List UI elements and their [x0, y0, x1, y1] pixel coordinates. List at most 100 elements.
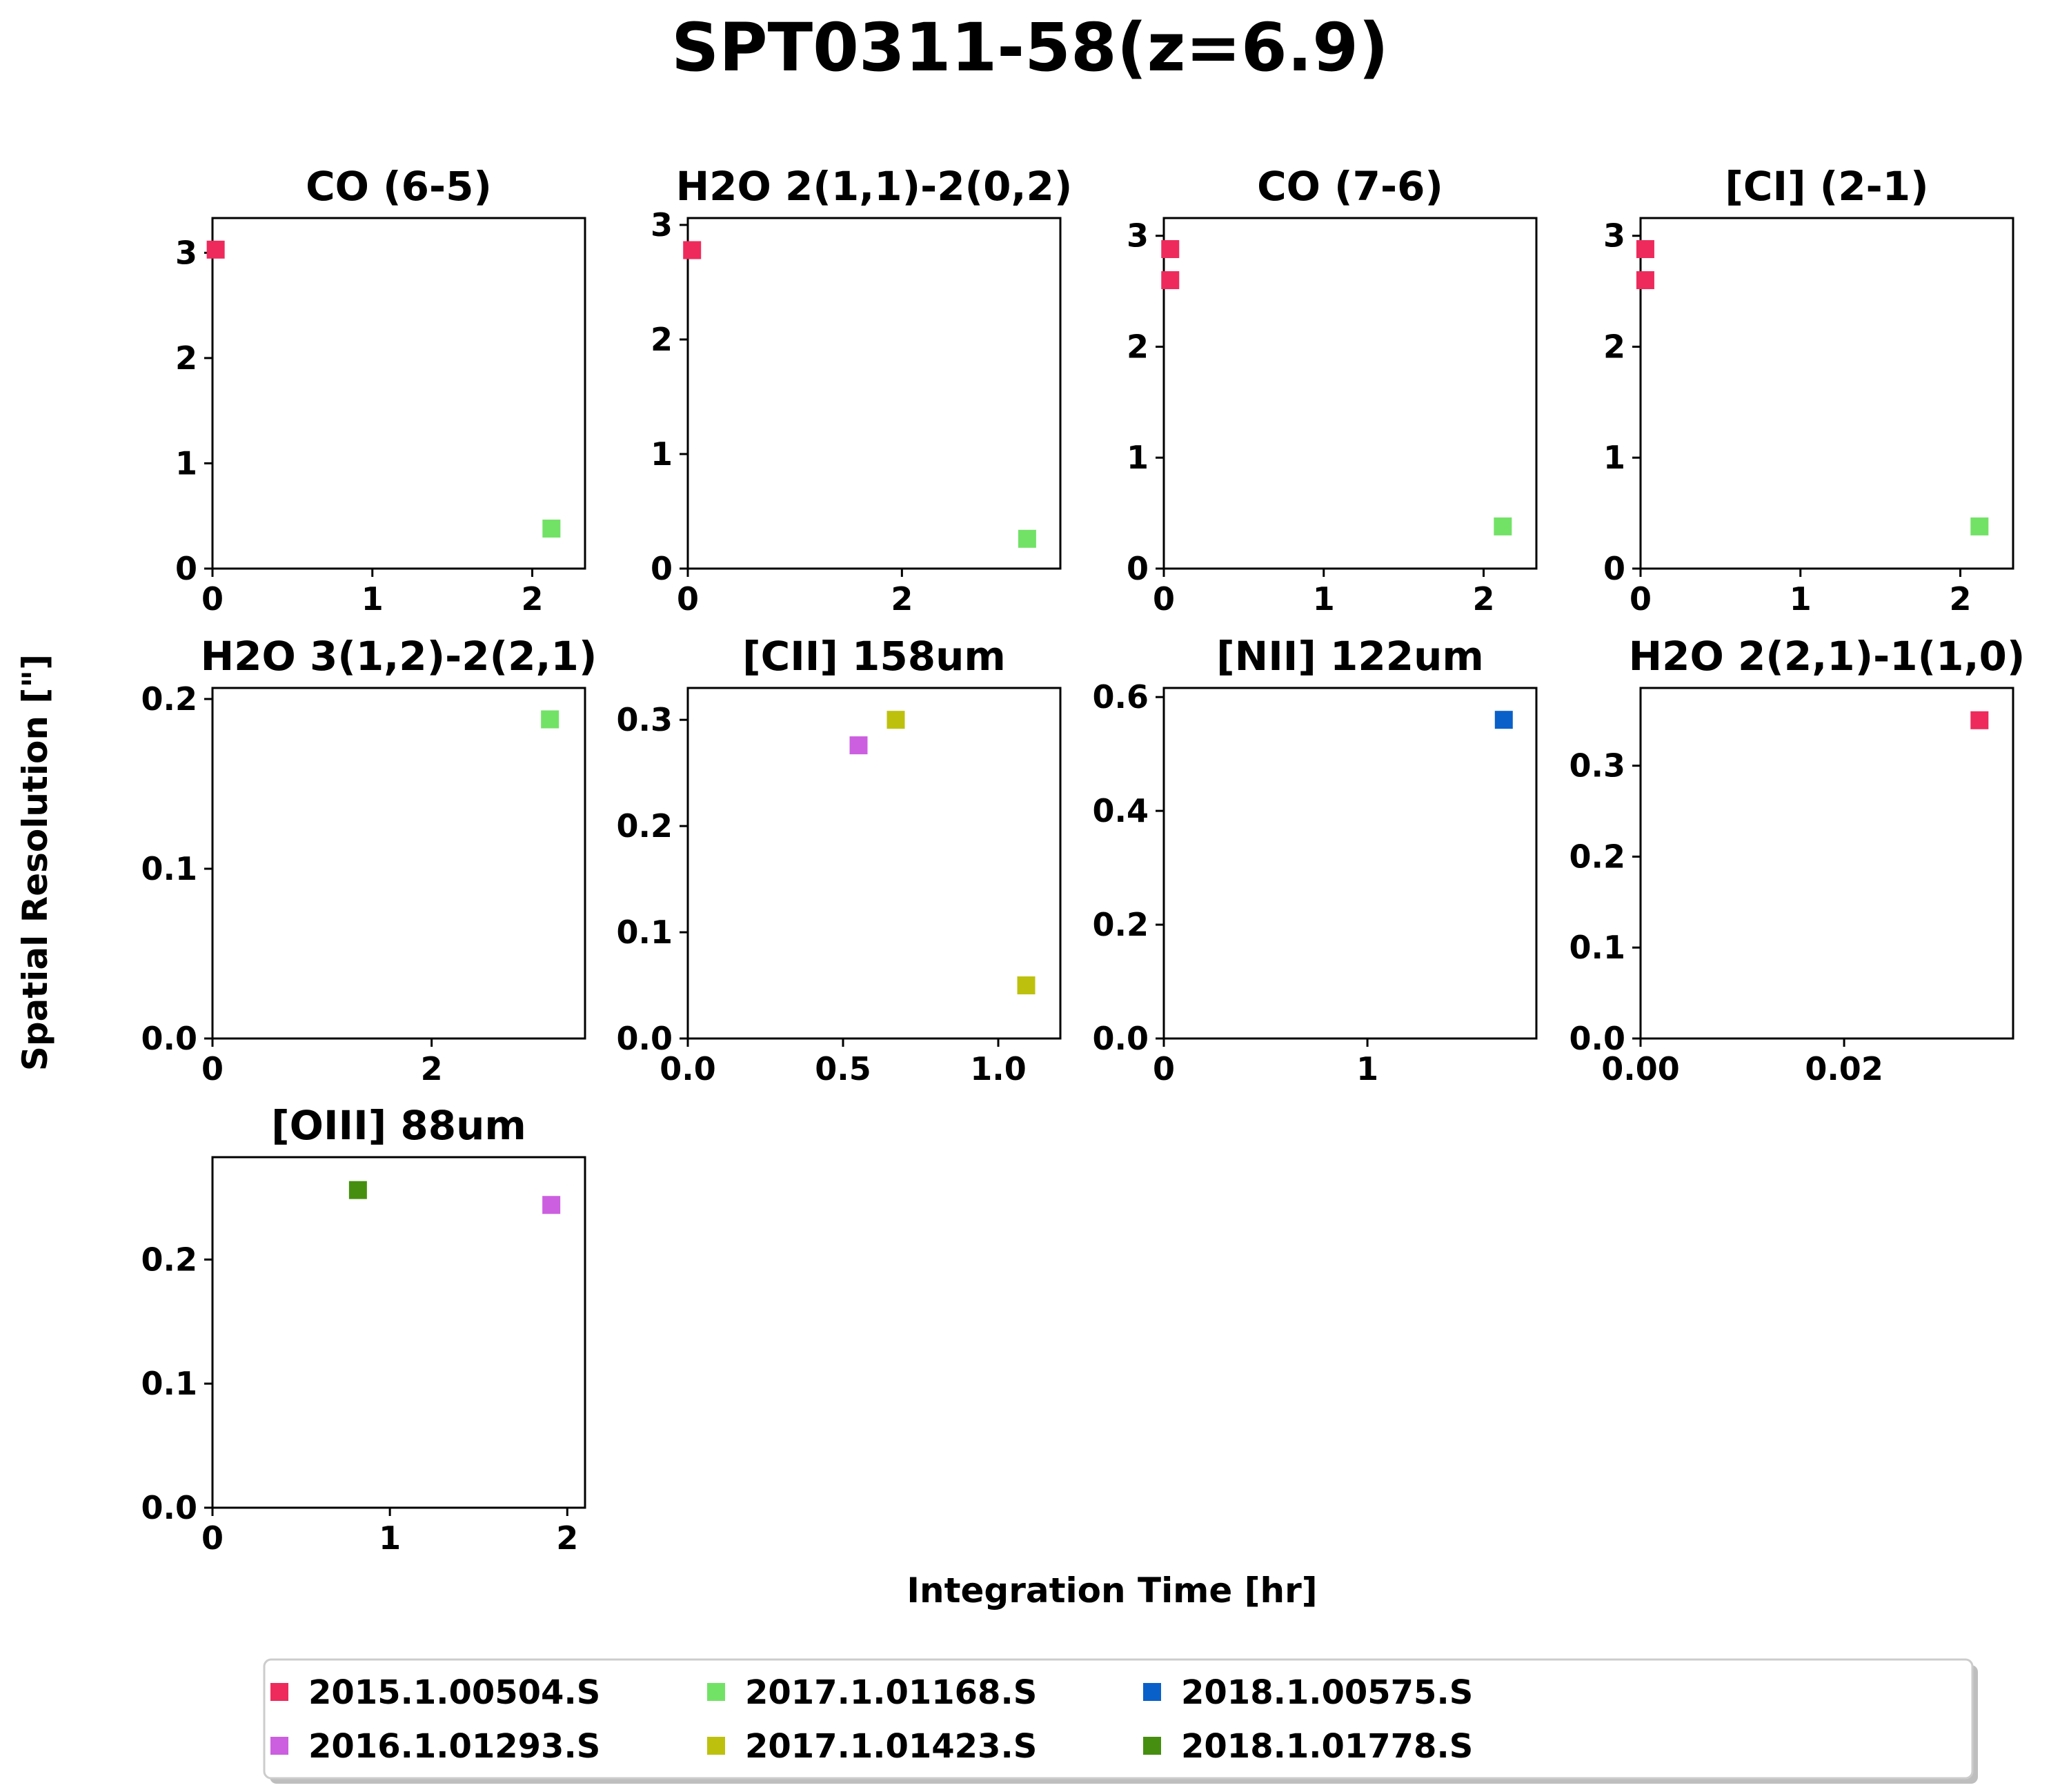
- subplot-1: CO (6-5) 0 1 2 0 1 2 3: [175, 163, 586, 618]
- data-point: [1636, 271, 1654, 290]
- y-tick-label: 0: [1127, 550, 1149, 587]
- x-tick-label: 0: [1630, 580, 1652, 618]
- data-point: [542, 1196, 561, 1214]
- data-point: [1161, 240, 1180, 259]
- x-tick-label: 2: [1473, 580, 1495, 618]
- data-point: [1636, 240, 1654, 259]
- y-tick-label: 0.1: [1569, 929, 1626, 966]
- y-tick-label: 3: [1603, 217, 1625, 255]
- data-point: [1161, 271, 1180, 290]
- y-tick-label: 0.0: [1093, 1020, 1149, 1057]
- subplot-title: CO (6-5): [306, 163, 492, 210]
- data-point: [1017, 976, 1036, 995]
- legend-marker: [1143, 1737, 1161, 1755]
- data-point: [1494, 711, 1513, 729]
- legend-label: 2015.1.00504.S: [308, 1673, 600, 1712]
- data-point: [1970, 711, 1989, 729]
- data-point: [849, 736, 868, 755]
- data-point: [206, 240, 225, 259]
- legend-label: 2018.1.01778.S: [1181, 1727, 1473, 1766]
- x-tick-label: 1: [1356, 1050, 1378, 1087]
- plot-frame: [1639, 687, 2014, 1040]
- plot-frame: [1162, 217, 1538, 570]
- y-tick-label: 0.2: [1569, 838, 1626, 875]
- y-tick-label: 0.0: [617, 1020, 673, 1057]
- legend-label: 2018.1.00575.S: [1181, 1673, 1473, 1712]
- subplot-4: [CI] (2-1) 0 1 2 0 1 2 3: [1603, 163, 2014, 618]
- subplot-title: H2O 2(2,1)-1(1,0): [1629, 633, 2026, 680]
- plot-frame: [1639, 217, 2014, 570]
- legend-label: 2017.1.01168.S: [745, 1673, 1037, 1712]
- y-tick-label: 0.2: [141, 1241, 198, 1278]
- y-axis-label: Spatial Resolution ["]: [15, 654, 55, 1071]
- x-tick-label: 0.0: [660, 1050, 716, 1087]
- subplot-8: H2O 2(2,1)-1(1,0) 0.00 0.02 0.0 0.1 0.2 0.3: [1569, 633, 2026, 1087]
- y-tick-label: 3: [1127, 217, 1149, 255]
- data-point: [683, 241, 702, 259]
- x-tick-label: 1: [1790, 580, 1812, 618]
- subplot-6: [CII] 158um 0.0 0.5 1.0 0.0 0.1 0.2 0.3: [617, 633, 1062, 1087]
- y-tick-label: 1: [175, 444, 197, 482]
- x-axis-label: Integration Time [hr]: [907, 1571, 1317, 1611]
- x-tick-label: 2: [522, 580, 544, 618]
- legend-item: 2016.1.01293.S: [270, 1727, 600, 1766]
- x-tick-label: 0.5: [815, 1050, 871, 1087]
- plot-frame: [211, 1156, 586, 1509]
- y-tick-label: 2: [175, 339, 197, 377]
- y-tick-label: 0: [1603, 550, 1625, 587]
- data-point: [887, 711, 905, 729]
- legend-label: 2016.1.01293.S: [308, 1727, 600, 1766]
- y-tick-label: 0.2: [1093, 906, 1149, 943]
- x-tick-label: 1: [1313, 580, 1335, 618]
- x-tick-label: 0: [201, 1050, 224, 1087]
- subplot-9: [OIII] 88um 0 1 2 0.0 0.1 0.2: [141, 1102, 586, 1557]
- legend-marker: [270, 1737, 288, 1755]
- x-tick-label: 2: [556, 1519, 578, 1557]
- y-tick-label: 0: [175, 550, 197, 587]
- subplot-title: H2O 3(1,2)-2(2,1): [201, 633, 597, 680]
- data-point: [1970, 517, 1989, 535]
- y-tick-label: 0.3: [617, 701, 673, 738]
- x-tick-label: 0.02: [1805, 1050, 1883, 1087]
- y-tick-label: 2: [1127, 328, 1149, 365]
- y-tick-label: 1: [1603, 439, 1625, 476]
- legend-item: 2017.1.01423.S: [707, 1727, 1037, 1766]
- legend-marker: [707, 1737, 725, 1755]
- legend-label: 2017.1.01423.S: [745, 1727, 1037, 1766]
- data-point: [1494, 517, 1512, 535]
- subplot-title: [CII] 158um: [742, 633, 1006, 680]
- x-tick-label: 0: [677, 580, 699, 618]
- figure-title: SPT0311-58(z=6.9): [671, 9, 1389, 86]
- x-tick-label: 0.00: [1601, 1050, 1680, 1087]
- data-point: [542, 520, 561, 538]
- subplot-title: [CI] (2-1): [1725, 163, 1928, 210]
- legend-box: [263, 1658, 1974, 1780]
- y-tick-label: 0.2: [141, 680, 198, 718]
- subplot-7: [NII] 122um 0 1 0.0 0.2 0.4 0.6: [1093, 633, 1538, 1087]
- x-tick-label: 2: [1950, 580, 1972, 618]
- data-point: [348, 1181, 367, 1199]
- x-tick-label: 1: [379, 1519, 401, 1557]
- data-point: [541, 710, 559, 729]
- y-tick-label: 3: [175, 234, 197, 271]
- plot-frame: [211, 687, 586, 1040]
- y-tick-label: 0.0: [141, 1489, 198, 1526]
- legend-marker: [707, 1683, 725, 1701]
- y-tick-label: 0.0: [1569, 1020, 1626, 1057]
- y-tick-label: 0.1: [141, 1365, 198, 1402]
- x-tick-label: 1: [362, 580, 384, 618]
- x-tick-label: 0: [1153, 1050, 1175, 1087]
- plot-frame: [211, 217, 586, 570]
- y-tick-label: 1: [651, 435, 673, 473]
- x-tick-label: 1.0: [970, 1050, 1027, 1087]
- subplot-title: H2O 2(1,1)-2(0,2): [676, 163, 1073, 210]
- subplot-5: H2O 3(1,2)-2(2,1) 0 2 0.0 0.1 0.2: [141, 633, 597, 1087]
- y-tick-label: 0.4: [1093, 792, 1149, 829]
- legend-marker: [270, 1683, 288, 1701]
- y-tick-label: 0.1: [617, 914, 673, 951]
- legend-item: 2017.1.01168.S: [707, 1673, 1037, 1712]
- legend-item: 2018.1.00575.S: [1143, 1673, 1473, 1712]
- x-tick-label: 2: [891, 580, 913, 618]
